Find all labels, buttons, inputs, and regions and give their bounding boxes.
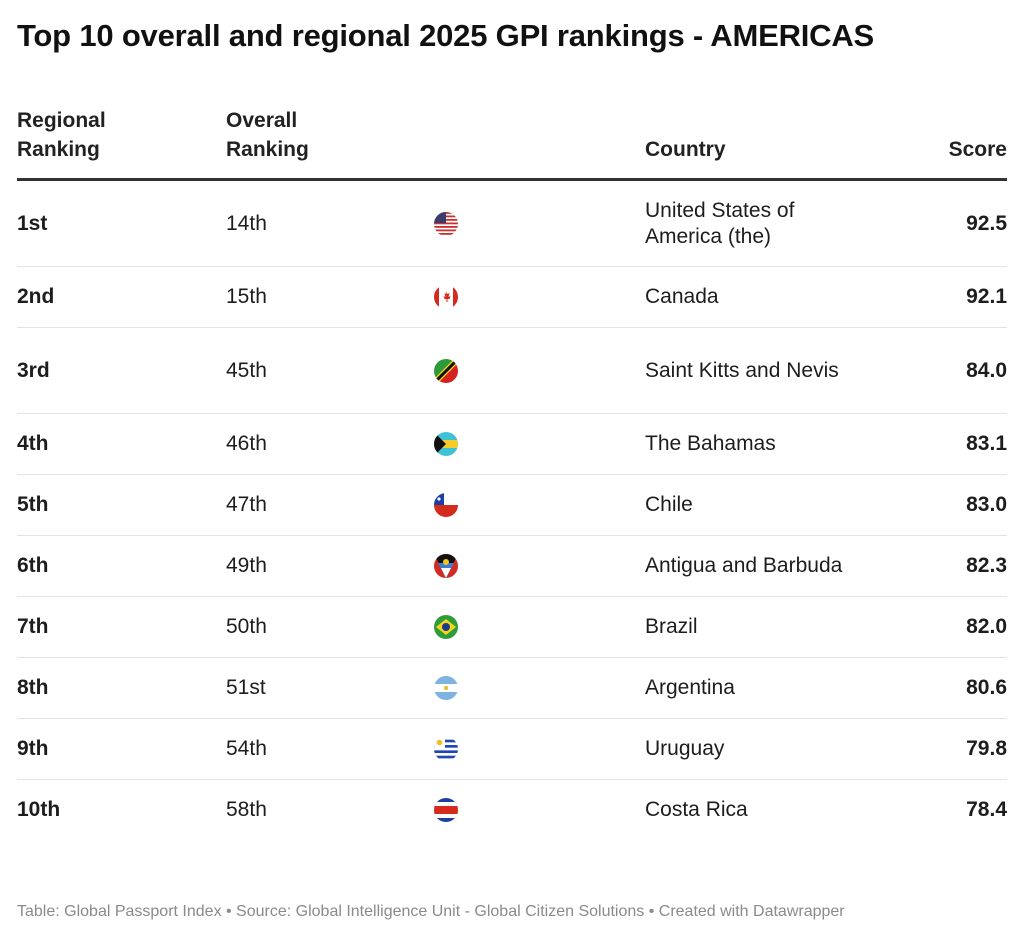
country-name: Argentina — [645, 676, 735, 699]
regional-ranking: 5th — [17, 493, 49, 516]
regional-ranking: 1st — [17, 211, 48, 235]
cl-flag-icon — [434, 493, 458, 517]
regional-ranking: 10th — [17, 798, 61, 821]
table-title: Top 10 overall and regional 2025 GPI ran… — [17, 18, 875, 53]
table-row: 1st 14th United States of America (the) 92.… — [17, 181, 1007, 267]
header-overall-ranking: Overall Ranking — [226, 109, 309, 161]
overall-ranking: 49th — [226, 554, 267, 577]
header-country: Country — [645, 138, 726, 161]
table-row: 10th 58th Costa Rica 78.4 — [17, 780, 1007, 840]
country-name: Saint Kitts and Nevis — [645, 358, 839, 382]
score: 83.0 — [966, 493, 1007, 516]
table-header: Regional Ranking Overall Ranking Country… — [17, 104, 1007, 181]
table-row: 8th 51st Argentina 80.6 — [17, 658, 1007, 719]
uy-flag-icon — [434, 737, 458, 761]
table-body: 1st 14th United States of America (the) 92.… — [17, 181, 1007, 840]
country-name: The Bahamas — [645, 432, 776, 455]
ca-flag-icon — [434, 285, 458, 309]
table-row: 2nd 15th Canada 92.1 — [17, 267, 1007, 328]
table-row: 3rd 45th Saint Kitts and Nevis 84.0 — [17, 328, 1007, 414]
table-row: 4th 46th The Bahamas 83.1 — [17, 414, 1007, 475]
country-name: United States of America (the) — [645, 198, 795, 248]
country-name: Uruguay — [645, 737, 725, 760]
overall-ranking: 14th — [226, 211, 267, 235]
overall-ranking: 58th — [226, 798, 267, 821]
ar-flag-icon — [434, 676, 458, 700]
regional-ranking: 3rd — [17, 358, 50, 382]
country-name: Canada — [645, 285, 719, 308]
score: 82.3 — [966, 554, 1007, 577]
cr-flag-icon — [434, 798, 458, 822]
table-row: 9th 54th Uruguay 79.8 — [17, 719, 1007, 780]
regional-ranking: 6th — [17, 554, 49, 577]
overall-ranking: 15th — [226, 285, 267, 308]
score: 79.8 — [966, 737, 1007, 760]
regional-ranking: 9th — [17, 737, 49, 760]
table-row: 7th 50th Brazil 82.0 — [17, 597, 1007, 658]
score: 92.5 — [966, 211, 1007, 235]
score: 83.1 — [966, 432, 1007, 455]
overall-ranking: 51st — [226, 676, 266, 699]
table-row: 6th 49th Antigua and Barbuda 82.3 — [17, 536, 1007, 597]
footer-source: Table: Global Passport Index • Source: G… — [17, 903, 845, 920]
score: 80.6 — [966, 676, 1007, 699]
regional-ranking: 8th — [17, 676, 49, 699]
score: 84.0 — [966, 358, 1007, 382]
overall-ranking: 54th — [226, 737, 267, 760]
score: 92.1 — [966, 285, 1007, 308]
country-name: Brazil — [645, 615, 698, 638]
overall-ranking: 47th — [226, 493, 267, 516]
overall-ranking: 50th — [226, 615, 267, 638]
country-name: Costa Rica — [645, 798, 748, 821]
country-name: Chile — [645, 493, 693, 516]
header-regional-ranking: Regional Ranking — [17, 109, 106, 161]
header-score: Score — [948, 138, 1007, 161]
br-flag-icon — [434, 615, 458, 639]
regional-ranking: 7th — [17, 615, 49, 638]
us-flag-icon — [434, 211, 458, 236]
kn-flag-icon — [434, 358, 458, 383]
ag-flag-icon — [434, 554, 458, 578]
country-name: Antigua and Barbuda — [645, 554, 843, 577]
overall-ranking: 46th — [226, 432, 267, 455]
overall-ranking: 45th — [226, 358, 267, 382]
bs-flag-icon — [434, 432, 458, 456]
table-row: 5th 47th Chile 83.0 — [17, 475, 1007, 536]
regional-ranking: 4th — [17, 432, 49, 455]
score: 82.0 — [966, 615, 1007, 638]
regional-ranking: 2nd — [17, 285, 55, 308]
score: 78.4 — [966, 798, 1007, 821]
